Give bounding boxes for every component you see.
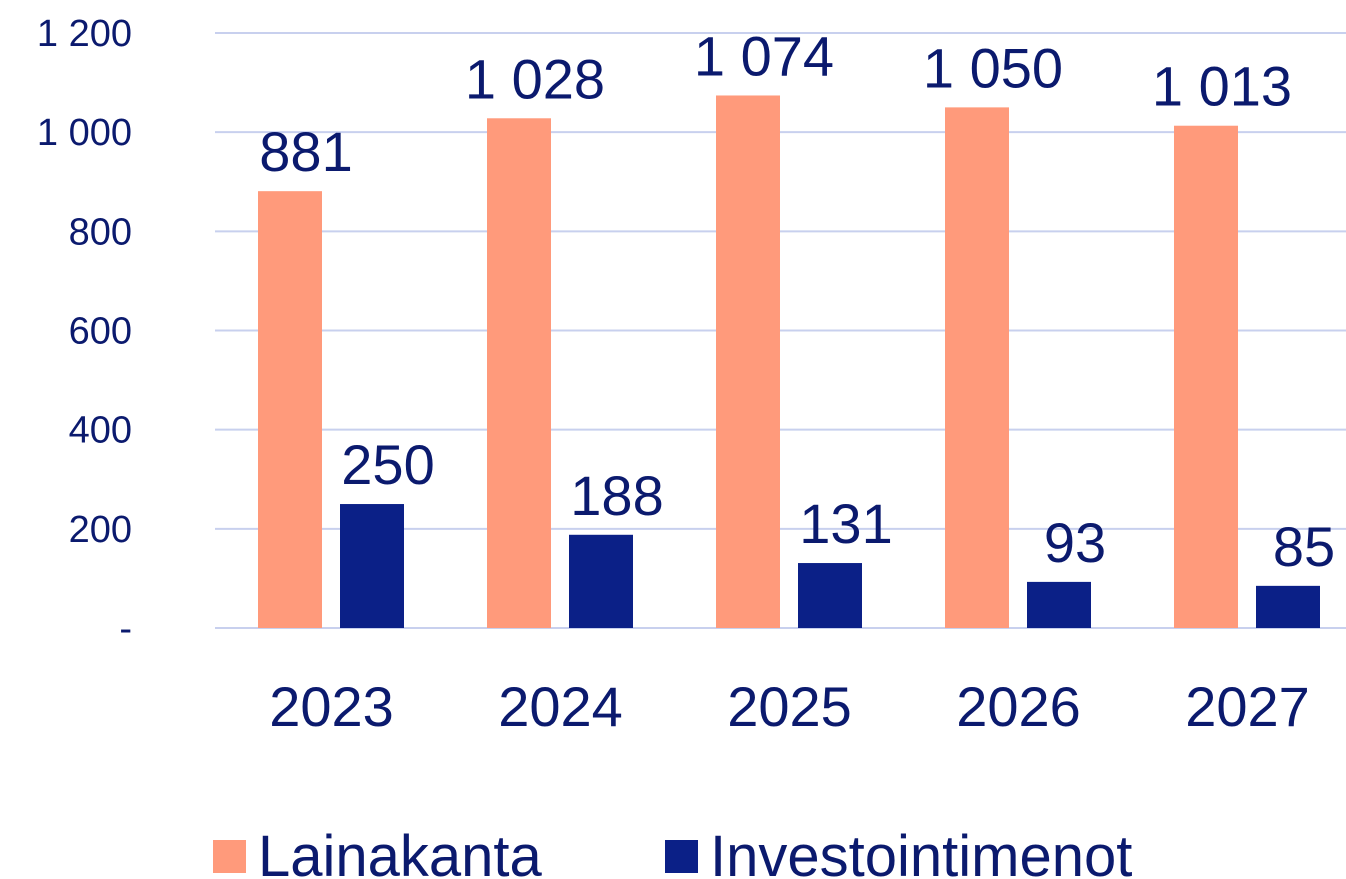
y-tick-label: 200 bbox=[69, 509, 132, 551]
legend-swatch bbox=[665, 840, 698, 873]
y-tick-label: 800 bbox=[69, 211, 132, 253]
data-label: 1 074 bbox=[694, 24, 834, 87]
y-tick-label: 400 bbox=[69, 410, 132, 452]
data-label: 85 bbox=[1273, 515, 1335, 578]
data-label: 93 bbox=[1044, 511, 1106, 574]
x-tick-label: 2026 bbox=[956, 675, 1081, 738]
bar bbox=[945, 107, 1009, 628]
bar bbox=[569, 534, 633, 628]
data-label: 881 bbox=[259, 120, 352, 183]
bar bbox=[1256, 585, 1320, 628]
bar bbox=[1027, 581, 1091, 628]
data-label: 250 bbox=[341, 433, 434, 496]
bar bbox=[487, 118, 551, 629]
bar bbox=[340, 504, 404, 628]
legend-swatch bbox=[213, 840, 246, 873]
data-label: 1 013 bbox=[1152, 55, 1292, 118]
y-tick-label: 1 200 bbox=[37, 13, 132, 55]
bar bbox=[258, 191, 322, 628]
legend-label: Lainakanta bbox=[258, 824, 543, 879]
legend-label: Investointimenot bbox=[710, 824, 1132, 879]
x-tick-label: 2027 bbox=[1185, 675, 1310, 738]
data-label: 1 050 bbox=[923, 36, 1063, 99]
bar bbox=[1174, 125, 1238, 629]
x-tick-label: 2024 bbox=[498, 675, 623, 738]
bar bbox=[716, 95, 780, 629]
y-tick-label: - bbox=[119, 608, 132, 650]
y-tick-label: 1 000 bbox=[37, 112, 132, 154]
x-tick-label: 2025 bbox=[727, 675, 852, 738]
y-tick-label: 600 bbox=[69, 311, 132, 353]
bar bbox=[798, 563, 862, 628]
x-tick-label: 2023 bbox=[269, 675, 394, 738]
data-label: 188 bbox=[570, 464, 663, 527]
data-label: 131 bbox=[799, 492, 892, 555]
data-label: 1 028 bbox=[465, 47, 605, 110]
